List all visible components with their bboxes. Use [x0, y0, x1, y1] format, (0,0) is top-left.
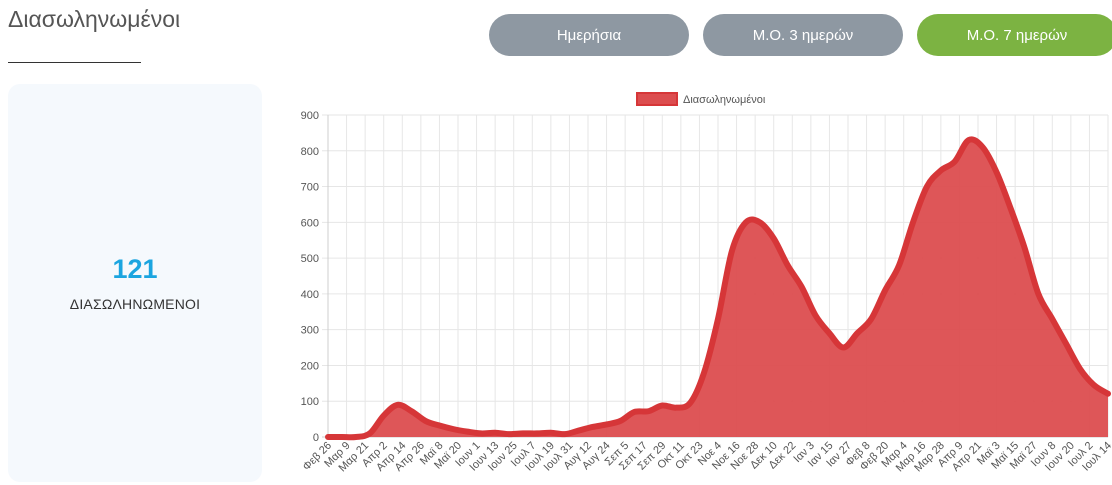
y-tick-label: 300	[301, 325, 319, 337]
daily-button[interactable]: Ημερήσια	[489, 14, 689, 56]
y-tick-label: 100	[301, 396, 319, 408]
legend-swatch	[636, 92, 678, 106]
page-title: Διασωληνωμένοι	[8, 6, 181, 32]
y-tick-label: 800	[301, 146, 319, 158]
y-tick-label: 600	[301, 217, 319, 229]
y-tick-label: 400	[301, 289, 319, 301]
y-tick-label: 700	[301, 182, 319, 194]
avg-3-day-button[interactable]: Μ.Ο. 3 ημερών	[703, 14, 903, 56]
stat-card: 121 ΔΙΑΣΩΛΗΝΩΜΕΝΟΙ	[8, 84, 262, 482]
avg-7-day-button[interactable]: Μ.Ο. 7 ημερών	[917, 14, 1112, 56]
series-area-fill	[328, 139, 1108, 438]
y-tick-label: 900	[301, 110, 319, 122]
period-toggle-group: Ημερήσια Μ.Ο. 3 ημερών Μ.Ο. 7 ημερών	[489, 14, 1112, 56]
y-tick-label: 0	[313, 432, 319, 444]
stat-label: ΔΙΑΣΩΛΗΝΩΜΕΝΟΙ	[69, 296, 201, 312]
title-underline	[8, 62, 141, 63]
legend-label: Διασωληνωμένοι	[683, 94, 766, 106]
series-line	[325, 136, 1111, 441]
y-tick-label: 500	[301, 253, 319, 265]
stat-value: 121	[112, 254, 158, 284]
y-tick-label: 200	[301, 360, 319, 372]
